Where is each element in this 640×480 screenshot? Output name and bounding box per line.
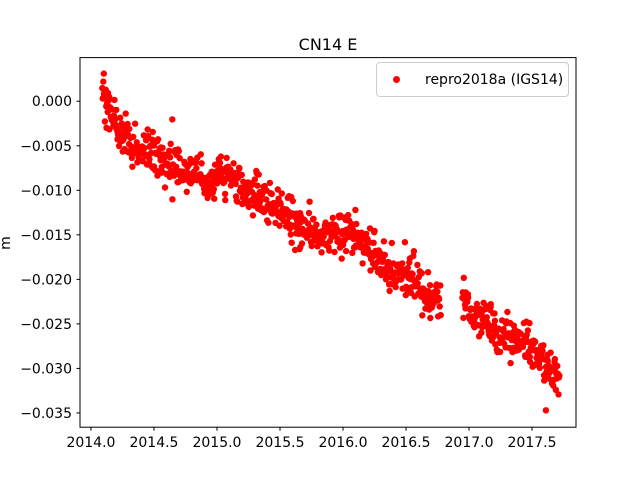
y-tick-label: 0.000 xyxy=(32,94,72,110)
x-tick-label: 2015.5 xyxy=(255,435,304,451)
y-axis-ticks: 0.000 −0.005 −0.010 −0.015 −0.020 −0.025 −0.03… xyxy=(20,94,80,422)
axes-spines xyxy=(79,57,577,428)
legend-label: repro2018a (IGS14) xyxy=(425,71,564,88)
y-axis-label: m xyxy=(0,223,14,263)
x-tick-label: 2016.5 xyxy=(382,435,431,451)
x-tick-label: 2014.5 xyxy=(129,435,178,451)
legend: repro2018a (IGS14) xyxy=(376,62,569,97)
x-tick-label: 2015.0 xyxy=(192,435,241,451)
legend-marker-icon xyxy=(393,76,400,83)
scatter-points xyxy=(99,70,563,414)
y-tick-label: −0.015 xyxy=(20,228,72,244)
x-tick-label: 2017.5 xyxy=(508,435,557,451)
chart-title: CN14 E xyxy=(298,35,358,54)
x-tick-label: 2014.0 xyxy=(66,435,115,451)
y-tick-label: −0.035 xyxy=(20,406,72,422)
y-tick-label: −0.010 xyxy=(20,183,72,199)
y-tick-label: −0.020 xyxy=(20,272,72,288)
y-tick-label: −0.030 xyxy=(20,361,72,377)
y-tick-label: −0.005 xyxy=(20,139,72,155)
x-tick-label: 2017.0 xyxy=(445,435,494,451)
x-tick-label: 2016.0 xyxy=(318,435,367,451)
y-tick-label: −0.025 xyxy=(20,317,72,333)
x-axis-ticks: 2014.0 2014.5 2015.0 2015.5 2016.0 2016.5 2017… xyxy=(66,427,557,451)
